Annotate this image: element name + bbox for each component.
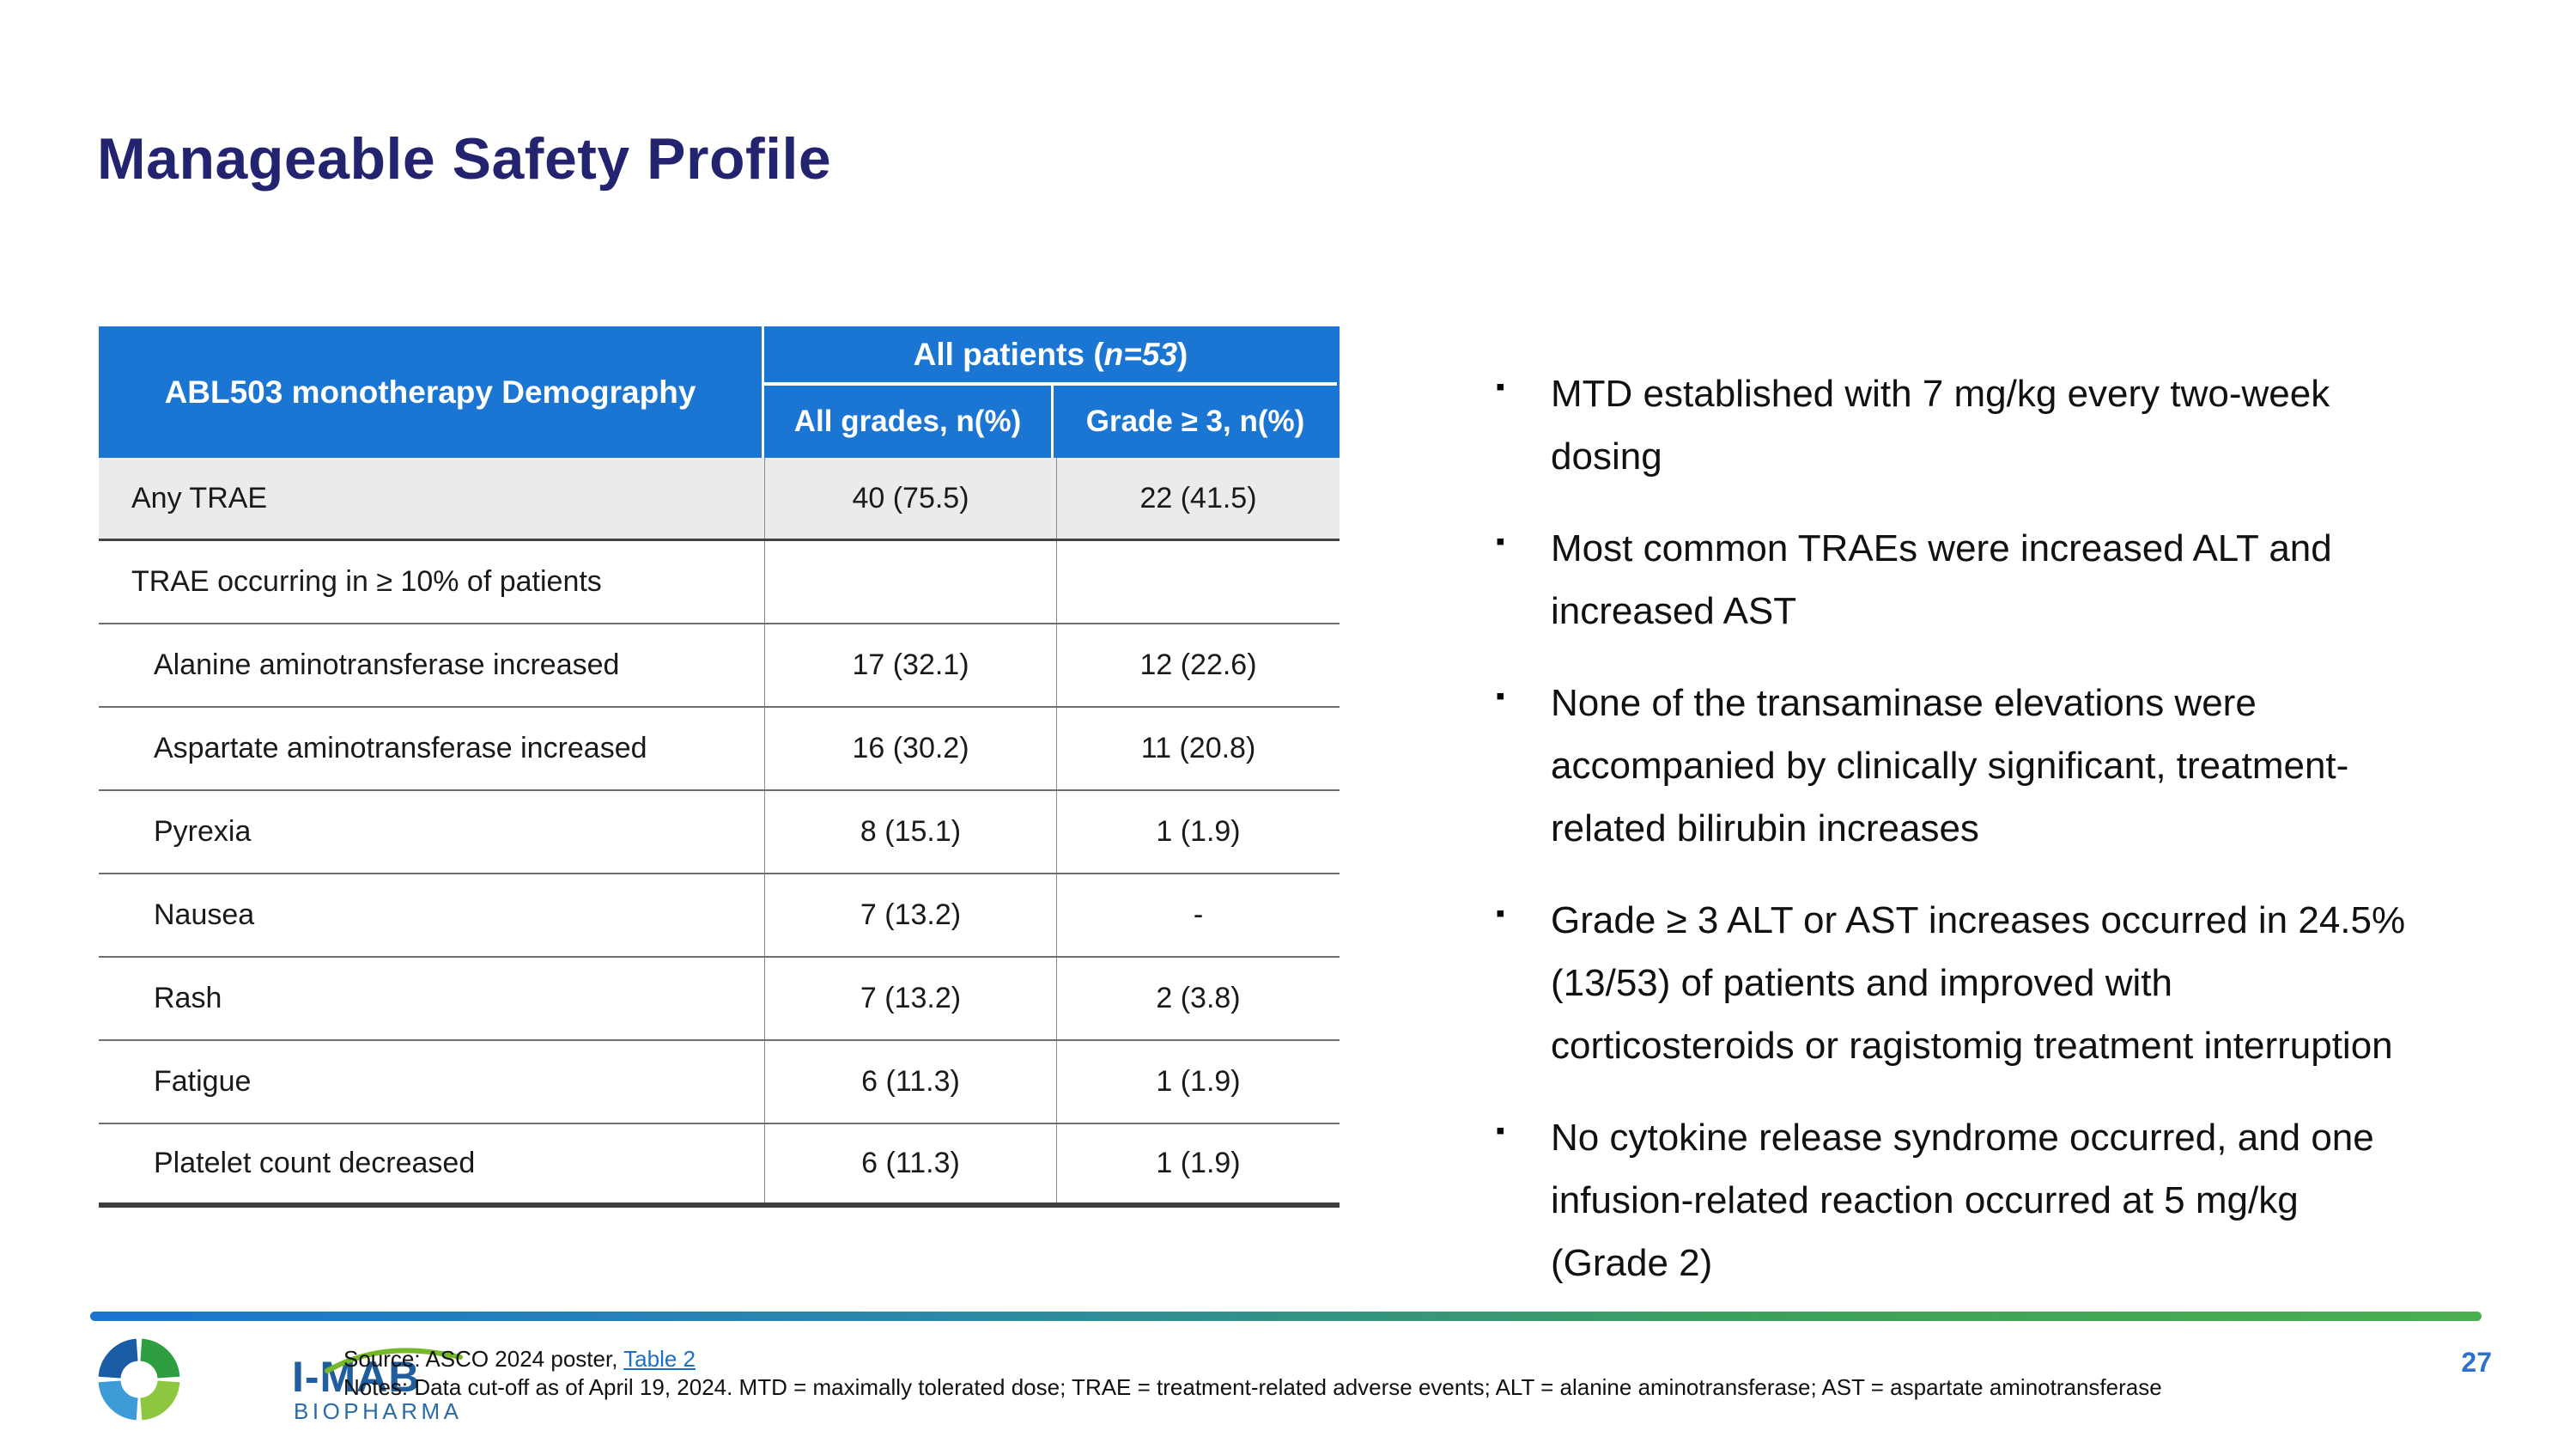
row-grade3-value: 12 (22.6)	[1056, 624, 1340, 706]
bullet-text: Most common TRAEs were increased ALT and…	[1551, 517, 2542, 642]
footer-accent-line	[90, 1312, 2482, 1321]
table-header-right: All patients (n=53) All grades, n(%) Gra…	[764, 326, 1337, 458]
bullet-square-icon: ▪	[1496, 682, 1505, 710]
bullet-item: ▪ Grade ≥ 3 ALT or AST increases occurre…	[1494, 889, 2542, 1077]
bullet-line: increased AST	[1551, 590, 1797, 632]
bullet-line: dosing	[1551, 435, 1662, 478]
table-subheader-row: All grades, n(%) Grade ≥ 3, n(%)	[764, 386, 1337, 458]
table-row: TRAE occurring in ≥ 10% of patients	[99, 541, 1340, 624]
source-line: Source: ASCO 2024 poster, Table 2	[343, 1345, 2162, 1373]
row-all-grades-value: 7 (13.2)	[764, 874, 1056, 956]
bullet-line: MTD established with 7 mg/kg every two-w…	[1551, 373, 2330, 415]
bullet-line: None of the transaminase elevations were	[1551, 682, 2257, 724]
row-all-grades-value: 8 (15.1)	[764, 791, 1056, 873]
table-row: Rash 7 (13.2) 2 (3.8)	[99, 958, 1340, 1041]
row-label: Nausea	[154, 898, 255, 931]
table-row: Fatigue 6 (11.3) 1 (1.9)	[99, 1041, 1340, 1124]
group-header-prefix: All patients (	[913, 336, 1104, 372]
table-corner-header: ABL503 monotherapy Demography	[99, 326, 764, 458]
table-header: ABL503 monotherapy Demography All patien…	[99, 326, 1340, 458]
table-row: Pyrexia 8 (15.1) 1 (1.9)	[99, 791, 1340, 874]
row-grade3-value: 1 (1.9)	[1056, 1124, 1340, 1202]
row-all-grades-value: 6 (11.3)	[764, 1041, 1056, 1123]
logo-swoosh-icon	[323, 1343, 469, 1378]
bullet-item: ▪ Most common TRAEs were increased ALT a…	[1494, 517, 2542, 642]
row-grade3-value: 11 (20.8)	[1056, 708, 1340, 789]
row-grade3-value: -	[1056, 874, 1340, 956]
key-findings-list: ▪ MTD established with 7 mg/kg every two…	[1494, 362, 2542, 1324]
group-header-n-value: n=53	[1103, 336, 1178, 372]
bullet-line: Most common TRAEs were increased ALT and	[1551, 527, 2332, 569]
footer-notes: Source: ASCO 2024 poster, Table 2 Notes:…	[343, 1345, 2162, 1402]
table-group-header: All patients (n=53)	[764, 326, 1337, 386]
row-label: Alanine aminotransferase increased	[154, 648, 620, 681]
row-all-grades-value: 6 (11.3)	[764, 1124, 1056, 1202]
bullet-square-icon: ▪	[1496, 373, 1505, 401]
bullet-text: No cytokine release syndrome occurred, a…	[1551, 1106, 2542, 1294]
logo-subtitle: BIOPHARMA	[294, 1398, 463, 1424]
bullet-line: Grade ≥ 3 ALT or AST increases occurred …	[1551, 899, 2406, 941]
imab-sphere-logo-icon	[93, 1333, 185, 1426]
bullet-line: infusion-related reaction occurred at 5 …	[1551, 1179, 2299, 1221]
column-header-grade3: Grade ≥ 3, n(%)	[1085, 405, 1305, 438]
bullet-line: corticosteroids or ragistomig treatment …	[1551, 1025, 2393, 1067]
bullet-line: related bilirubin increases	[1551, 807, 1979, 849]
bullet-square-icon: ▪	[1496, 1117, 1505, 1145]
row-grade3-value: 1 (1.9)	[1056, 791, 1340, 873]
row-label: Platelet count decreased	[154, 1147, 476, 1179]
bullet-text: Grade ≥ 3 ALT or AST increases occurred …	[1551, 889, 2542, 1077]
row-label: Any TRAE	[131, 481, 268, 514]
row-all-grades-value: 16 (30.2)	[764, 708, 1056, 789]
table-row: Nausea 7 (13.2) -	[99, 874, 1340, 958]
notes-line: Notes: Data cut-off as of April 19, 2024…	[343, 1374, 2162, 1400]
bullet-line: No cytokine release syndrome occurred, a…	[1551, 1117, 2374, 1159]
source-text: Source: ASCO 2024 poster,	[343, 1346, 624, 1372]
table-row: Alanine aminotransferase increased 17 (3…	[99, 624, 1340, 708]
row-all-grades-value: 40 (75.5)	[764, 458, 1056, 539]
row-grade3-value	[1056, 541, 1340, 623]
bullet-item: ▪ MTD established with 7 mg/kg every two…	[1494, 362, 2542, 488]
bullet-line: (Grade 2)	[1551, 1242, 1713, 1284]
table-2-link[interactable]: Table 2	[623, 1346, 696, 1372]
bullet-square-icon: ▪	[1496, 899, 1505, 928]
row-label: Rash	[154, 982, 222, 1014]
bullet-text: None of the transaminase elevations were…	[1551, 672, 2542, 860]
page-title: Manageable Safety Profile	[97, 126, 832, 192]
row-label: TRAE occurring in ≥ 10% of patients	[131, 565, 602, 598]
bullet-item: ▪ No cytokine release syndrome occurred,…	[1494, 1106, 2542, 1294]
column-header-all-grades: All grades, n(%)	[764, 386, 1054, 458]
group-header-suffix: )	[1177, 336, 1188, 372]
bullet-line: accompanied by clinically significant, t…	[1551, 745, 2349, 787]
table-row: Any TRAE 40 (75.5) 22 (41.5)	[99, 458, 1340, 541]
row-label: Aspartate aminotransferase increased	[154, 732, 647, 764]
row-grade3-value: 1 (1.9)	[1056, 1041, 1340, 1123]
company-logo: I-MAB BIOPHARMA	[93, 1331, 522, 1443]
bullet-text: MTD established with 7 mg/kg every two-w…	[1551, 362, 2542, 488]
row-label: Pyrexia	[154, 815, 252, 848]
bullet-line: (13/53) of patients and improved with	[1551, 962, 2172, 1004]
row-all-grades-value: 7 (13.2)	[764, 958, 1056, 1039]
bullet-item: ▪ None of the transaminase elevations we…	[1494, 672, 2542, 860]
row-all-grades-value: 17 (32.1)	[764, 624, 1056, 706]
page-number: 27	[2461, 1347, 2492, 1378]
row-all-grades-value	[764, 541, 1056, 623]
row-grade3-value: 2 (3.8)	[1056, 958, 1340, 1039]
safety-table: ABL503 monotherapy Demography All patien…	[99, 326, 1340, 1208]
table-row: Platelet count decreased 6 (11.3) 1 (1.9…	[99, 1124, 1340, 1208]
bullet-square-icon: ▪	[1496, 527, 1505, 556]
row-grade3-value: 22 (41.5)	[1056, 458, 1340, 539]
table-body: Any TRAE 40 (75.5) 22 (41.5) TRAE occurr…	[99, 458, 1340, 1208]
row-label: Fatigue	[154, 1065, 252, 1098]
table-row: Aspartate aminotransferase increased 16 …	[99, 708, 1340, 791]
